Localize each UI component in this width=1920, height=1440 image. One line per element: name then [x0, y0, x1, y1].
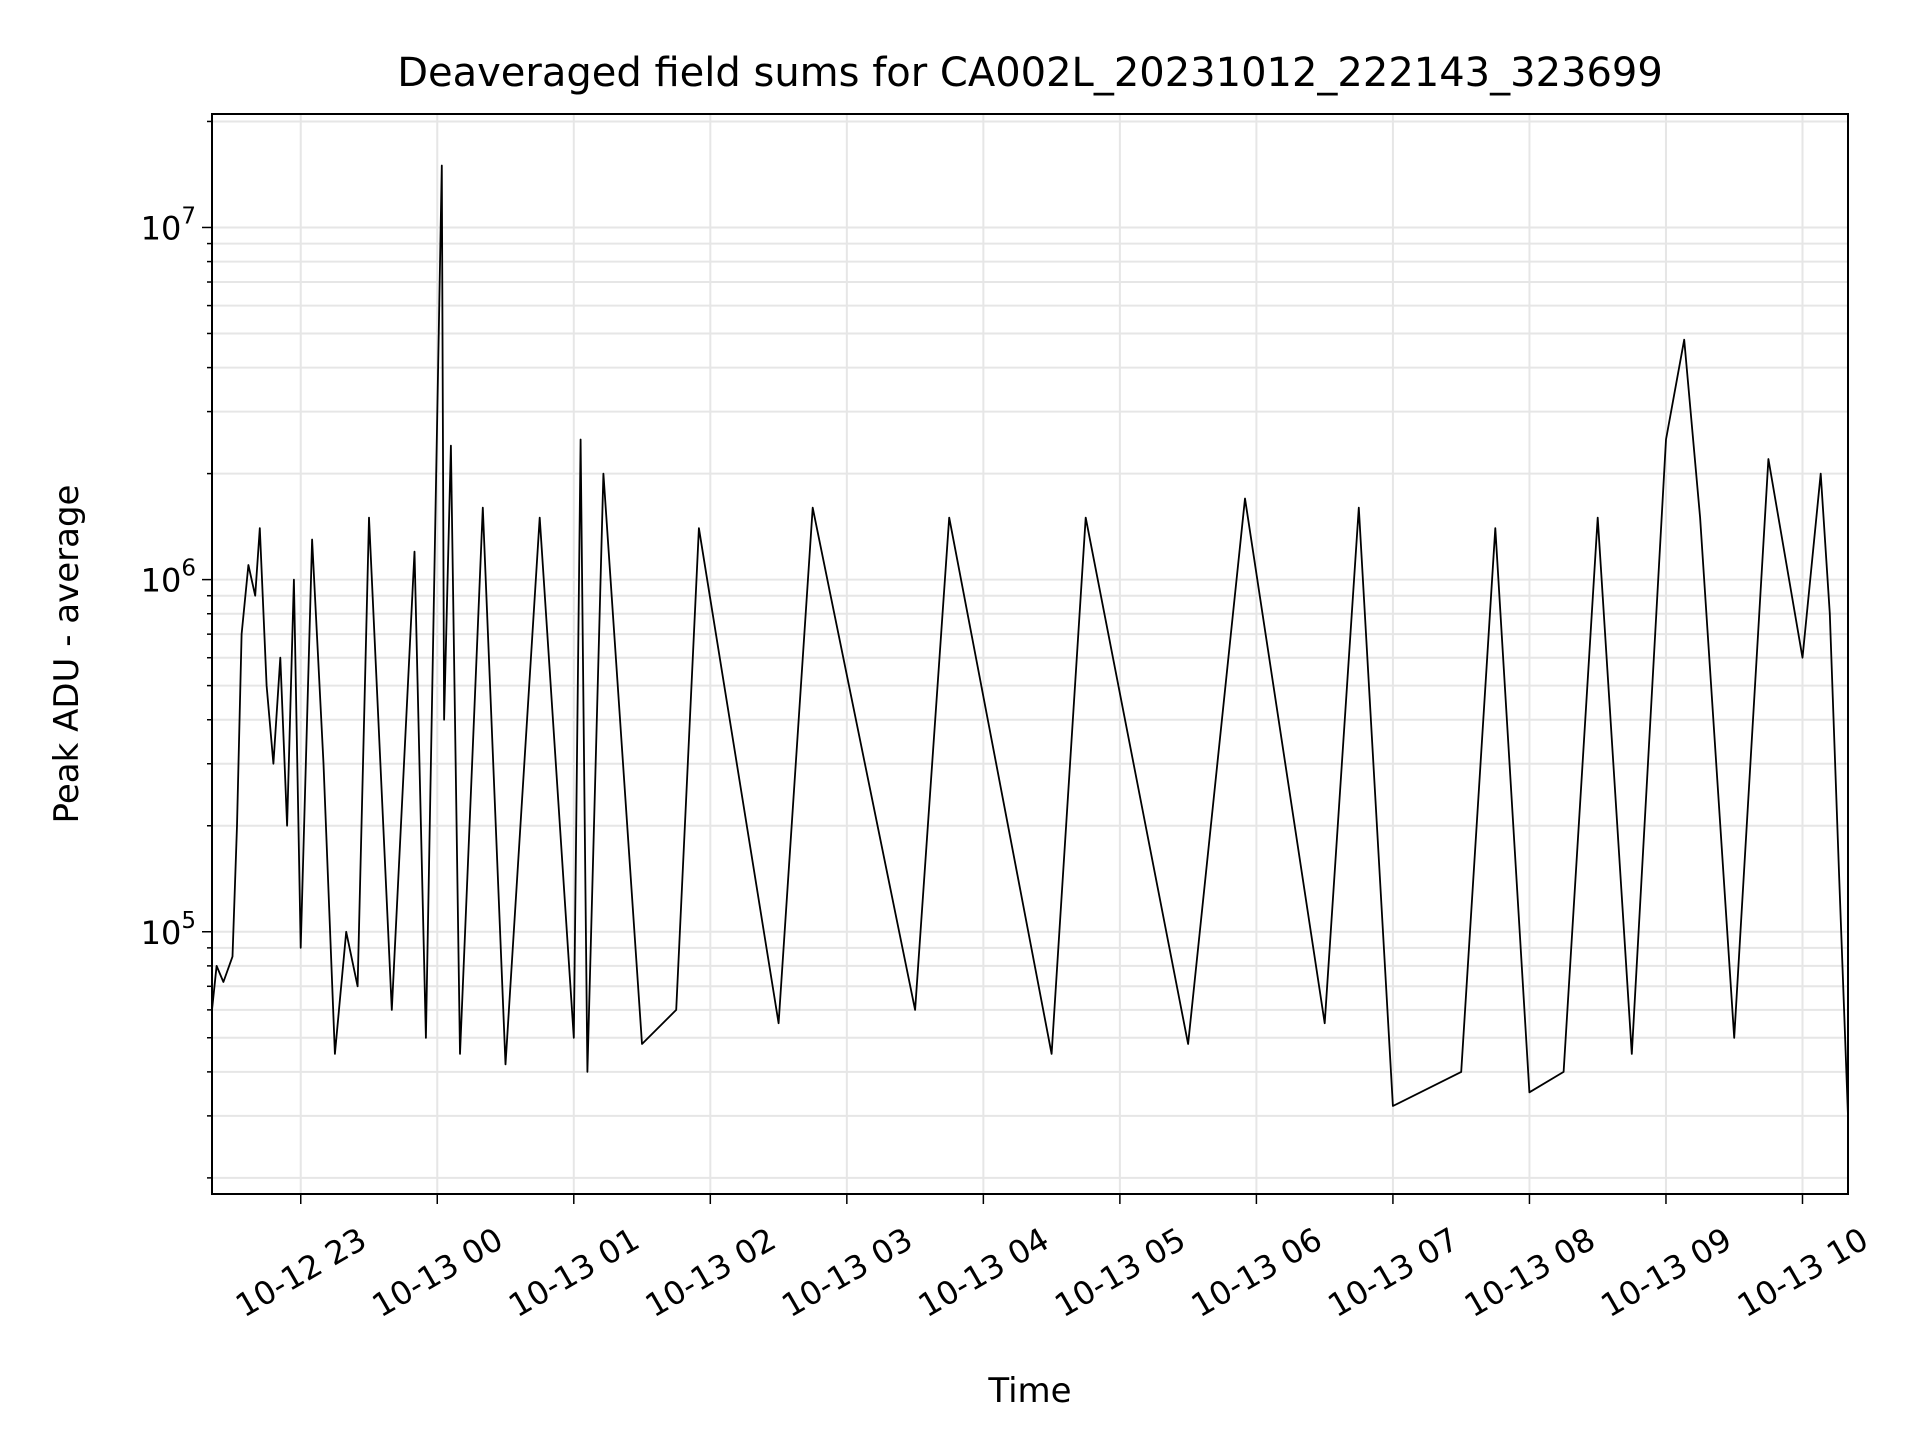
plot-frame [211, 113, 1849, 1195]
series-line [211, 164, 1849, 1116]
y-axis-label: Peak ADU - average [47, 485, 87, 824]
y-tick-label: 106 [141, 556, 196, 600]
grid [212, 114, 1848, 1194]
y-axis: 105 106 107 [141, 120, 212, 1179]
y-tick-label: 105 [141, 908, 196, 952]
series-layer [211, 164, 1849, 1116]
y-tick-label: 107 [141, 203, 196, 247]
chart-title: Deaveraged field sums for CA002L_2023101… [397, 50, 1663, 96]
x-axis-label: Time [987, 1371, 1071, 1411]
